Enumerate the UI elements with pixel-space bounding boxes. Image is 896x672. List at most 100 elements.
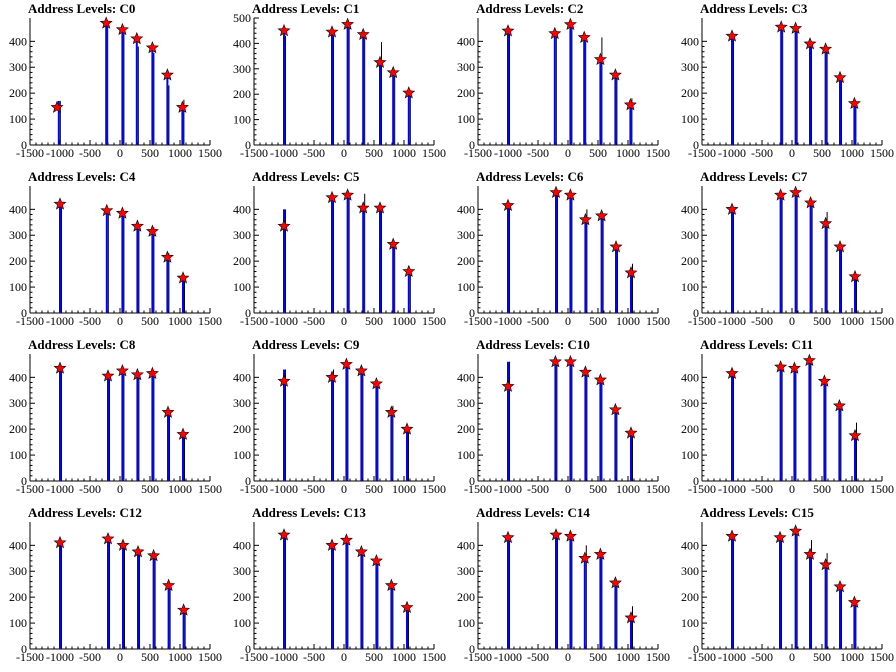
y-tick-label: 300 bbox=[681, 396, 699, 410]
x-tick-label: -500 bbox=[751, 146, 773, 160]
x-tick-label: 1500 bbox=[870, 482, 894, 496]
peak-marker bbox=[356, 27, 370, 41]
x-tick-label: -500 bbox=[79, 650, 101, 664]
histogram-svg: Address Levels: C12 0 100 200 300 400 -1500 -10… bbox=[9, 505, 222, 664]
peak-marker bbox=[402, 86, 416, 99]
histogram-panel: Address Levels: C1 0 100 200 300 400 500 -1500-… bbox=[224, 0, 448, 168]
y-tick-label: 200 bbox=[681, 590, 699, 604]
panel-title: Address Levels: C11 bbox=[700, 337, 813, 352]
x-tick-label: -1500 bbox=[464, 650, 492, 664]
x-tick-label: 500 bbox=[589, 146, 607, 160]
peak-marker bbox=[624, 266, 638, 279]
histogram-svg: Address Levels: C14 0 100 200 300 400 -1500 -10… bbox=[457, 505, 670, 664]
peak-marker bbox=[725, 202, 739, 215]
histogram-panel: Address Levels: C14 0 100 200 300 400 -1500 -10… bbox=[448, 504, 672, 672]
peak-marker bbox=[549, 185, 563, 198]
panel-title: Address Levels: C5 bbox=[252, 169, 360, 184]
y-tick-label: 400 bbox=[9, 202, 27, 216]
x-tick-label: 1500 bbox=[646, 146, 670, 160]
y-tick-label: 300 bbox=[9, 60, 27, 74]
histogram-svg: Address Levels: C9 0 100 200 300 400 -1500 -100… bbox=[233, 337, 446, 496]
panel-title: Address Levels: C2 bbox=[476, 1, 583, 16]
x-tick-label: -1500 bbox=[688, 314, 716, 328]
x-tick-label: 0 bbox=[341, 482, 347, 496]
peak-marker bbox=[277, 219, 291, 232]
x-tick-label: -500 bbox=[527, 314, 549, 328]
peak-marker bbox=[341, 188, 355, 201]
panel-title: Address Levels: C15 bbox=[700, 505, 814, 520]
y-tick-label: 0 bbox=[693, 474, 699, 488]
histogram-panel: Address Levels: C4 0 100 200 300 400 -1500 -100… bbox=[0, 168, 224, 336]
x-tick-label: -500 bbox=[527, 146, 549, 160]
x-tick-label: 1500 bbox=[198, 314, 222, 328]
y-tick-label: 300 bbox=[233, 228, 251, 242]
panel-title: Address Levels: C9 bbox=[252, 337, 360, 352]
peak-marker bbox=[725, 529, 739, 542]
x-tick-label: -1000 bbox=[270, 482, 298, 496]
x-tick-label: -1000 bbox=[718, 650, 746, 664]
histogram-panel: Address Levels: C9 0 100 200 300 400 -1500 -100… bbox=[224, 336, 448, 504]
x-tick-label: -1000 bbox=[494, 650, 522, 664]
histogram-svg: Address Levels: C6 0 100 200 300 400 -1500 -100… bbox=[457, 169, 670, 328]
y-tick-label: 100 bbox=[457, 280, 475, 294]
x-tick-label: 1000 bbox=[168, 650, 192, 664]
x-tick-label: -1000 bbox=[46, 482, 74, 496]
x-tick-label: 1500 bbox=[870, 314, 894, 328]
x-tick-label: 0 bbox=[117, 650, 123, 664]
x-tick-label: -1000 bbox=[270, 146, 298, 160]
y-tick-label: 100 bbox=[457, 112, 475, 126]
x-tick-label: -1000 bbox=[46, 650, 74, 664]
peak-marker bbox=[847, 96, 861, 110]
x-tick-label: 1500 bbox=[646, 482, 670, 496]
peak-marker bbox=[578, 365, 592, 378]
y-tick-label: 200 bbox=[233, 590, 251, 604]
peak-marker bbox=[833, 240, 847, 253]
y-tick-label: 100 bbox=[9, 112, 27, 126]
peak-marker bbox=[161, 405, 175, 418]
x-tick-label: 1000 bbox=[392, 314, 416, 328]
peak-marker bbox=[116, 538, 130, 551]
peak-marker bbox=[802, 353, 816, 366]
peak-marker bbox=[130, 219, 144, 232]
peak-marker bbox=[819, 42, 833, 55]
x-tick-label: 0 bbox=[789, 482, 795, 496]
x-tick-label: 1500 bbox=[198, 482, 222, 496]
peak-marker bbox=[819, 557, 833, 571]
y-tick-label: 400 bbox=[457, 538, 475, 552]
y-tick-label: 100 bbox=[233, 280, 251, 294]
x-tick-label: 1000 bbox=[616, 650, 640, 664]
peak-marker bbox=[115, 364, 129, 377]
peak-marker bbox=[833, 70, 847, 84]
y-tick-label: 0 bbox=[245, 138, 251, 152]
x-tick-label: -1000 bbox=[46, 146, 74, 160]
peak-marker bbox=[277, 374, 291, 387]
peak-marker bbox=[593, 52, 607, 65]
y-tick-label: 400 bbox=[233, 538, 251, 552]
x-tick-label: 500 bbox=[813, 482, 831, 496]
y-tick-label: 0 bbox=[245, 306, 251, 320]
x-tick-label: 1500 bbox=[422, 482, 446, 496]
y-tick-label: 300 bbox=[9, 396, 27, 410]
y-tick-label: 0 bbox=[21, 642, 27, 656]
x-tick-label: 0 bbox=[117, 314, 123, 328]
x-tick-label: -500 bbox=[527, 650, 549, 664]
x-tick-label: 500 bbox=[589, 314, 607, 328]
histogram-panel: Address Levels: C10 0 100 200 300 400 -1500 -10… bbox=[448, 336, 672, 504]
x-tick-label: 500 bbox=[141, 314, 159, 328]
panel-title: Address Levels: C6 bbox=[476, 169, 584, 184]
y-tick-label: 200 bbox=[681, 254, 699, 268]
x-tick-label: 0 bbox=[341, 146, 347, 160]
peak-marker bbox=[99, 16, 113, 29]
y-tick-label: 100 bbox=[681, 616, 699, 630]
peak-marker bbox=[354, 544, 368, 558]
x-tick-label: -500 bbox=[751, 482, 773, 496]
histogram-panel: Address Levels: C3 0 100 200 300 400 -1500 -100… bbox=[672, 0, 896, 168]
histogram-svg: Address Levels: C11 0 100 200 300 400 -1500 -10… bbox=[681, 337, 894, 496]
panel-title: Address Levels: C8 bbox=[28, 337, 136, 352]
histogram-svg: Address Levels: C3 0 100 200 300 400 -1500 -100… bbox=[681, 1, 894, 160]
x-tick-label: -500 bbox=[79, 482, 101, 496]
x-tick-label: -500 bbox=[303, 482, 325, 496]
y-tick-label: 300 bbox=[9, 228, 27, 242]
x-tick-label: -1500 bbox=[240, 650, 268, 664]
